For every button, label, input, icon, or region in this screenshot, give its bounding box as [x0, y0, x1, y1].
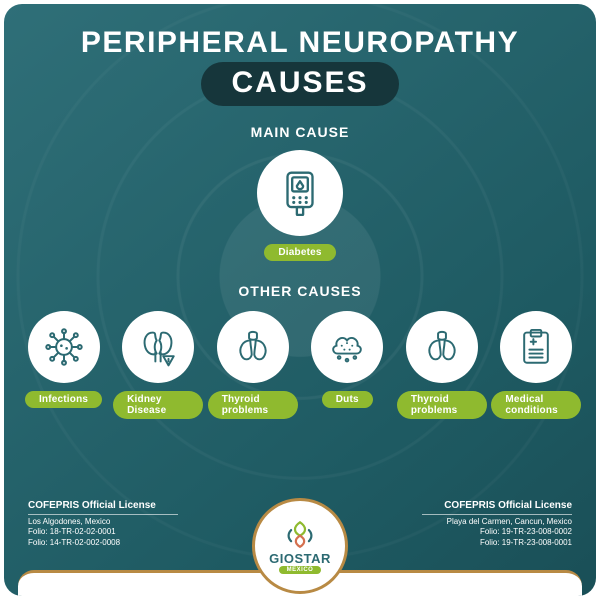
cause-item: Infections [19, 311, 109, 419]
license-left: COFEPRIS Official License Los Algodones,… [28, 499, 178, 548]
license-folio: Folio: 14-TR-02-002-0008 [28, 538, 178, 548]
license-folio: Folio: 19-TR-23-008-0001 [422, 538, 572, 548]
license-folio: Folio: 18-TR-02-02-0001 [28, 527, 178, 537]
clipboard-icon [515, 326, 557, 368]
logo-subtext: MEXICO [279, 566, 322, 574]
thyroid-icon [421, 326, 463, 368]
divider [422, 514, 572, 515]
cause-circle [311, 311, 383, 383]
cause-badge: Kidney Disease [113, 391, 203, 419]
header: PERIPHERAL NEUROPATHY CAUSES [4, 4, 596, 106]
license-location: Los Algodones, Mexico [28, 517, 178, 527]
subtitle-pill: CAUSES [201, 62, 398, 106]
cause-circle [28, 311, 100, 383]
divider [28, 514, 178, 515]
license-title: COFEPRIS Official License [422, 499, 572, 512]
main-cause-badge: Diabetes [264, 244, 335, 261]
cause-circle [217, 311, 289, 383]
cause-badge: Thyroid problems [208, 391, 298, 419]
infographic-card: PERIPHERAL NEUROPATHY CAUSES MAIN CAUSE … [4, 4, 596, 596]
main-cause-block: Diabetes [4, 150, 596, 261]
cause-item: Medical conditions [491, 311, 581, 419]
cloud-dots-icon [326, 326, 368, 368]
license-folio: Folio: 19-TR-23-008-0002 [422, 527, 572, 537]
cause-circle [122, 311, 194, 383]
subtitle: CAUSES [231, 66, 368, 99]
license-location: Playa del Carmen, Cancun, Mexico [422, 517, 572, 527]
cause-item: Kidney Disease [113, 311, 203, 419]
kidney-icon [137, 326, 179, 368]
virus-icon [43, 326, 85, 368]
cause-item: Thyroid problems [397, 311, 487, 419]
cause-item: Duts [302, 311, 392, 419]
thyroid-icon [232, 326, 274, 368]
cause-badge: Thyroid problems [397, 391, 487, 419]
logo-mark-icon [282, 519, 318, 549]
cause-badge: Duts [322, 391, 373, 408]
logo-text: GIOSTAR [269, 551, 331, 566]
license-right: COFEPRIS Official License Playa del Carm… [422, 499, 572, 548]
cause-badge: Medical conditions [491, 391, 581, 419]
page-title: PERIPHERAL NEUROPATHY [4, 26, 596, 60]
other-causes-label: OTHER CAUSES [4, 283, 596, 299]
logo-badge: GIOSTAR MEXICO [252, 498, 348, 594]
cause-item: Thyroid problems [208, 311, 298, 419]
license-title: COFEPRIS Official License [28, 499, 178, 512]
cause-badge: Infections [25, 391, 102, 408]
main-cause-label: MAIN CAUSE [4, 124, 596, 140]
cause-circle [406, 311, 478, 383]
cause-circle [500, 311, 572, 383]
glucose-meter-icon [275, 168, 325, 218]
main-cause-circle [257, 150, 343, 236]
other-causes-row: Infections Kidney Disease [4, 299, 596, 419]
footer: COFEPRIS Official License Los Algodones,… [4, 496, 596, 596]
